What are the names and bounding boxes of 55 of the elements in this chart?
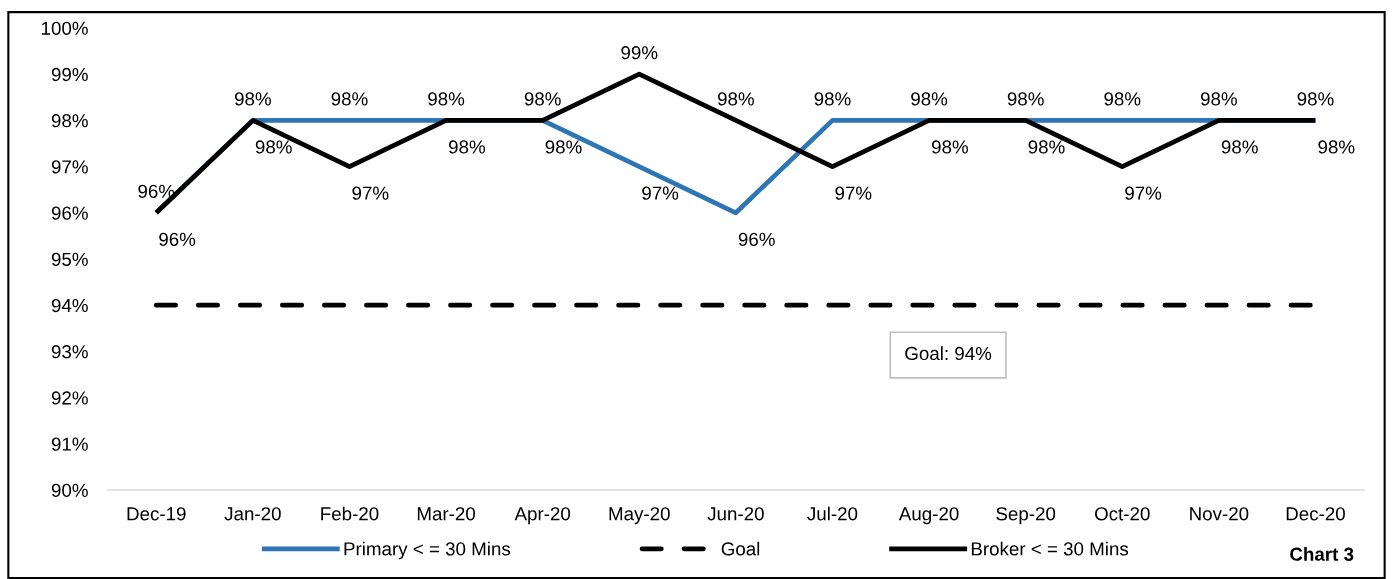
x-tick-label: Dec-19: [127, 507, 186, 521]
data-label: 98%: [717, 92, 754, 106]
y-tick-label: 100%: [41, 21, 88, 35]
x-tick-label: May-20: [609, 507, 670, 525]
x-tick-label: Oct-20: [1095, 507, 1150, 521]
data-label: 96%: [138, 184, 175, 198]
data-label: 98%: [1221, 140, 1258, 154]
legend-label: Goal: [721, 541, 760, 556]
data-label: 96%: [738, 232, 775, 246]
y-tick-label: 91%: [51, 437, 88, 451]
data-label: 97%: [352, 186, 389, 200]
data-label: 98%: [932, 140, 968, 154]
data-label: 98%: [1007, 92, 1044, 106]
x-tick-label: Feb-20: [321, 506, 379, 521]
data-label: 98%: [911, 92, 948, 106]
y-tick-label: 92%: [51, 391, 88, 405]
data-label: 98%: [545, 140, 582, 154]
annotation: Goal: 94%: [905, 346, 992, 361]
y-tick-label: 90%: [51, 483, 88, 497]
data-label: 97%: [1125, 186, 1162, 200]
caption: Chart 3: [1290, 547, 1354, 561]
y-tick-label: 98%: [51, 114, 88, 128]
y-tick-label: 95%: [51, 252, 88, 266]
data-label: 98%: [1200, 92, 1237, 106]
y-tick-label: 99%: [51, 67, 88, 82]
data-label: 96%: [159, 232, 196, 246]
data-label: 98%: [234, 92, 271, 106]
y-tick-label: 94%: [51, 298, 88, 313]
data-label: 98%: [1297, 92, 1334, 106]
data-label: 98%: [428, 92, 465, 106]
data-label: 98%: [1318, 140, 1355, 154]
x-tick-label: Jun-20: [707, 507, 764, 521]
data-label: 98%: [331, 92, 368, 106]
x-tick-label: Dec-20: [1286, 507, 1345, 521]
legend-label: Primary < = 30 Mins: [344, 541, 511, 560]
x-tick-label: Nov-20: [1190, 507, 1249, 521]
y-tick-label: 96%: [51, 206, 88, 220]
data-label: 98%: [449, 140, 485, 154]
data-label: 98%: [255, 140, 292, 154]
x-tick-label: Apr-20: [514, 507, 571, 525]
data-label: 99%: [621, 46, 658, 60]
legend-label: Broker < = 30 Mins: [971, 541, 1129, 556]
data-label: 97%: [835, 186, 872, 200]
y-tick-label: 97%: [51, 160, 88, 174]
x-tick-label: Aug-20: [898, 507, 959, 525]
data-label: 98%: [1104, 92, 1141, 106]
x-tick-label: Sep-20: [996, 507, 1056, 525]
data-label: 98%: [814, 92, 851, 106]
x-tick-label: Jul-20: [807, 506, 858, 521]
x-tick-label: Mar-20: [417, 507, 476, 521]
data-label: 98%: [524, 92, 561, 106]
data-label: 97%: [642, 186, 679, 200]
y-tick-label: 93%: [51, 345, 88, 359]
data-label: 98%: [1028, 140, 1065, 154]
x-tick-label: Jan-20: [224, 507, 281, 521]
